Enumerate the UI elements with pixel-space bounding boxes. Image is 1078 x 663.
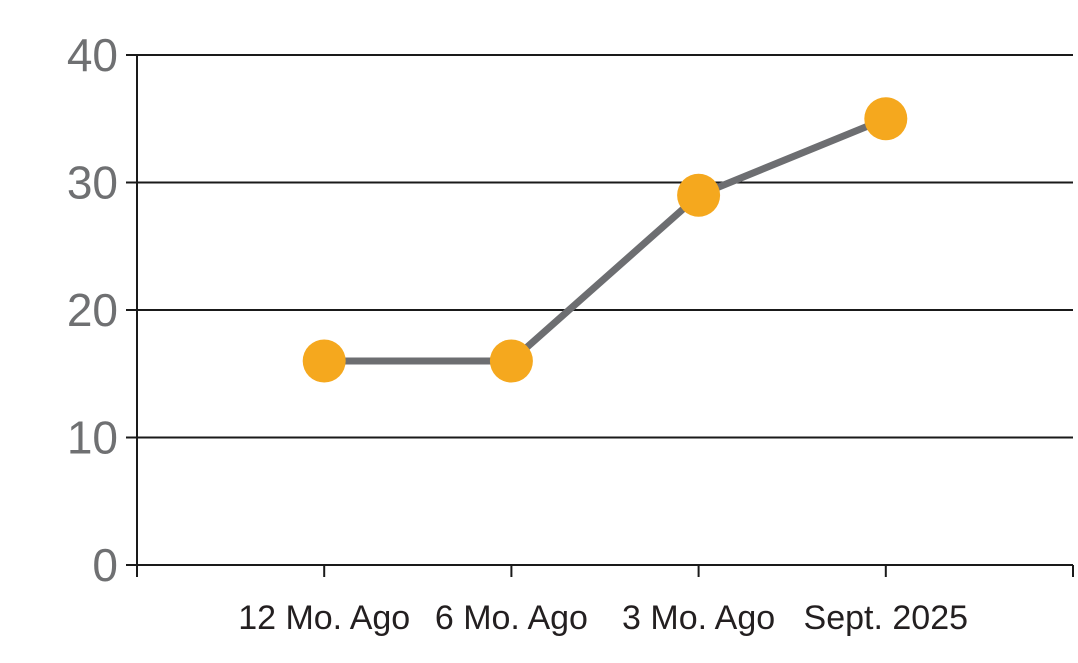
x-tick-label: Sept. 2025 — [804, 599, 968, 637]
data-point-marker — [864, 97, 908, 141]
data-series-line — [320, 115, 890, 365]
y-tick-label: 40 — [67, 29, 118, 81]
x-tick-label: 12 Mo. Ago — [238, 599, 410, 637]
x-tick-label: 3 Mo. Ago — [622, 599, 775, 637]
y-tick-label: 30 — [67, 157, 118, 209]
y-tick-label: 10 — [67, 412, 118, 464]
data-point-marker — [677, 173, 721, 217]
y-tick-label: 20 — [67, 284, 118, 336]
x-tick-label: 6 Mo. Ago — [435, 599, 588, 637]
data-point-marker — [489, 339, 533, 383]
data-point-marker — [302, 339, 346, 383]
y-tick-label: 0 — [92, 539, 118, 591]
